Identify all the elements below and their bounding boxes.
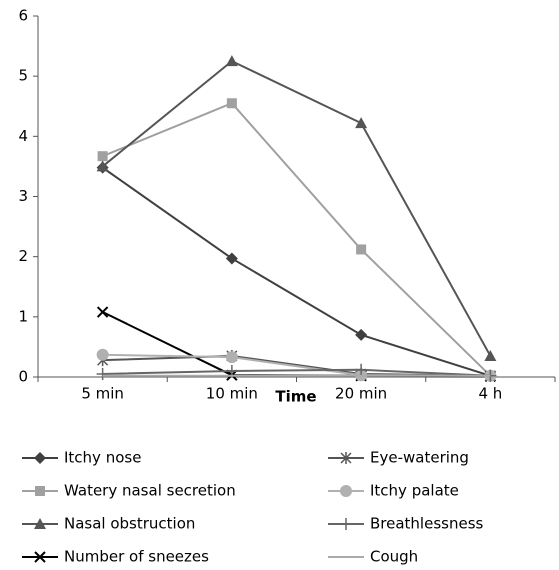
marker <box>34 452 46 464</box>
legend-label: Eye-watering <box>370 449 469 467</box>
marker <box>225 55 238 67</box>
y-tick-label: 3 <box>18 187 28 205</box>
marker <box>225 252 238 265</box>
legend-label: Watery nasal secretion <box>64 482 236 500</box>
x-tick-label: 5 min <box>81 385 124 403</box>
marker <box>225 351 238 364</box>
marker <box>340 518 352 530</box>
marker <box>355 328 368 341</box>
x-tick-label: 20 min <box>335 385 387 403</box>
marker <box>484 349 497 361</box>
marker <box>96 367 109 380</box>
legend-label: Nasal obstruction <box>64 515 195 533</box>
y-tick-label: 1 <box>18 307 28 325</box>
series-line <box>102 166 491 377</box>
series-line <box>101 59 492 357</box>
marker <box>356 244 367 255</box>
marker <box>355 117 368 129</box>
legend-label: Cough <box>370 548 418 566</box>
y-tick-label: 2 <box>18 247 28 265</box>
legend-label: Breathlessness <box>370 515 484 533</box>
marker <box>340 485 352 497</box>
marker <box>226 98 237 109</box>
y-tick-label: 6 <box>18 7 28 25</box>
marker <box>340 452 352 464</box>
marker <box>34 551 46 563</box>
marker <box>96 306 109 318</box>
series-line <box>102 368 491 377</box>
x-axis-label: Time <box>275 388 316 406</box>
y-tick-label: 4 <box>18 127 28 145</box>
x-tick-label: 10 min <box>206 385 258 403</box>
series-line <box>102 102 492 377</box>
legend-label: Itchy nose <box>64 449 141 467</box>
legend-label: Number of sneezes <box>64 548 209 566</box>
marker <box>96 348 109 361</box>
x-tick-label: 4 h <box>478 385 502 403</box>
y-tick-label: 0 <box>18 368 28 386</box>
marker <box>34 518 46 529</box>
marker <box>355 363 368 376</box>
y-tick-label: 5 <box>18 67 28 85</box>
marker <box>97 151 108 162</box>
legend-label: Itchy palate <box>370 482 459 500</box>
marker <box>96 160 109 172</box>
marker <box>35 486 45 496</box>
